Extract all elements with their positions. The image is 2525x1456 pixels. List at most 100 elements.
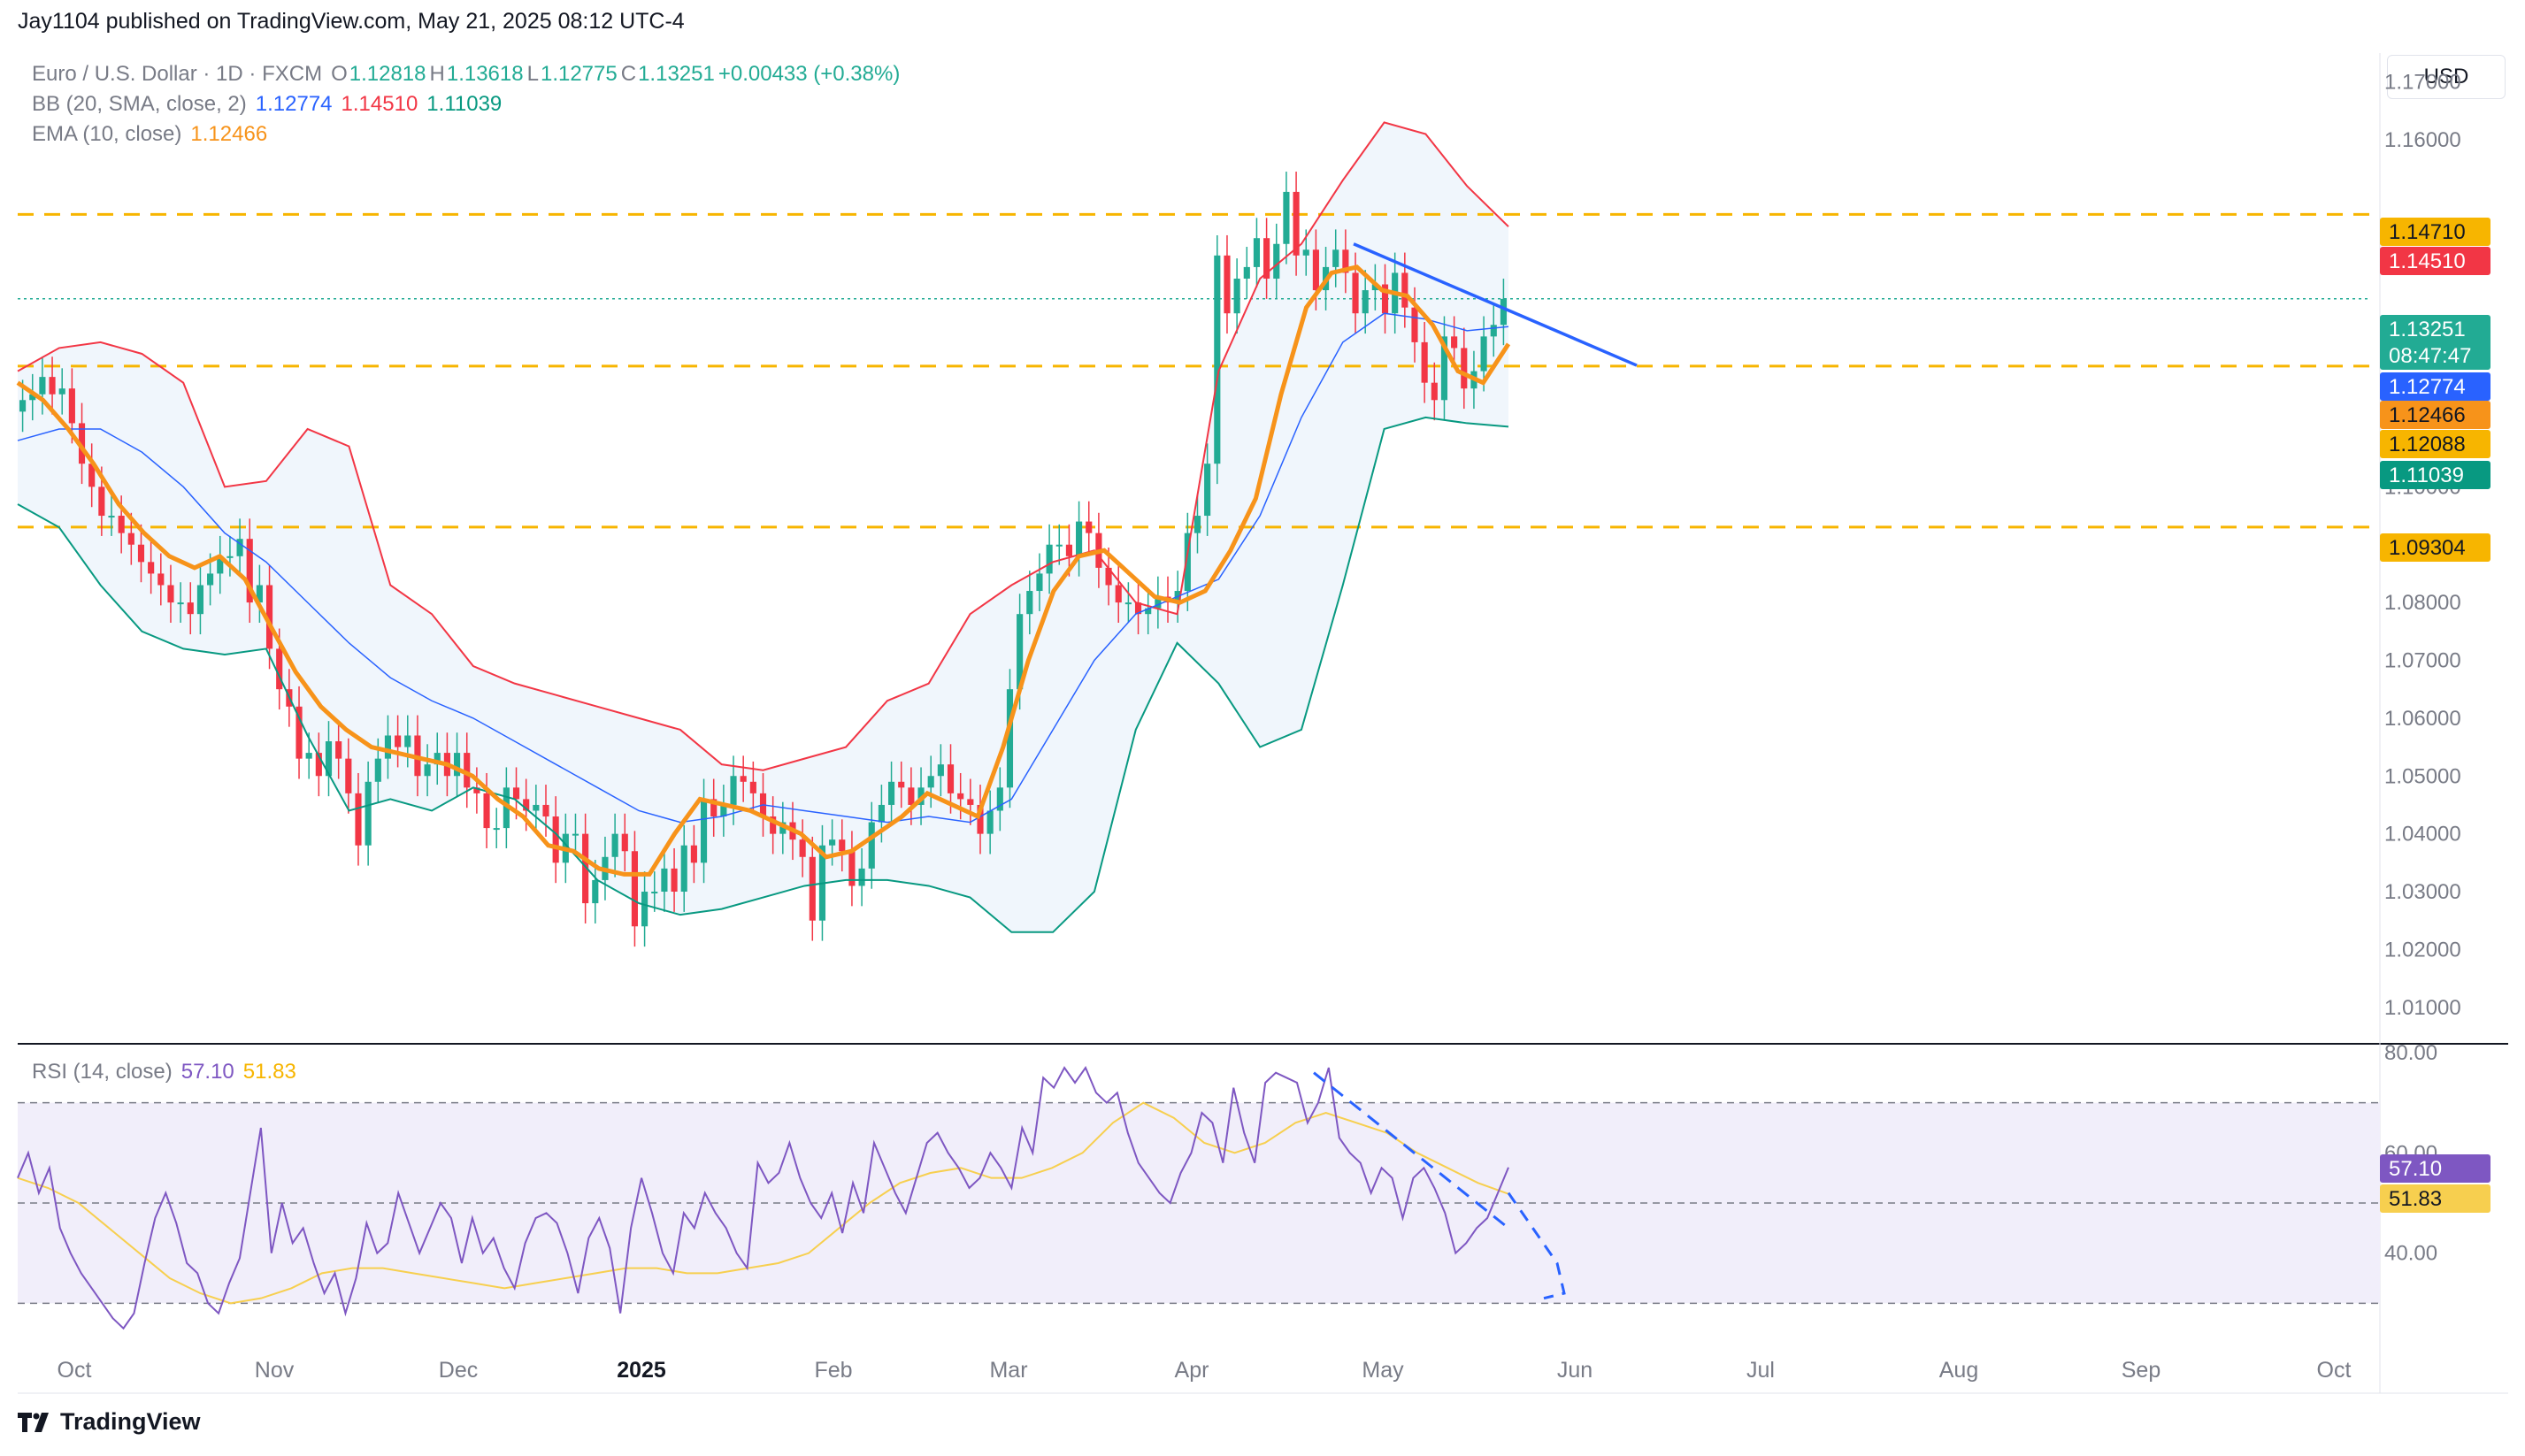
candle-body [246, 539, 253, 603]
legend-l-label: L [526, 62, 539, 86]
candle-body [355, 793, 362, 846]
time-tick-label: Dec [439, 1358, 478, 1383]
tradingview-logo[interactable]: TradingView [18, 1408, 201, 1436]
time-tick-label: Nov [255, 1358, 295, 1383]
legend-bb-label: BB (20, SMA, close, 2) [32, 92, 247, 116]
candle-body [464, 753, 471, 788]
candle-body [977, 804, 984, 834]
time-tick-label: Jul [1746, 1358, 1775, 1383]
time-tick-label: Apr [1175, 1358, 1209, 1383]
candle-body [512, 787, 520, 800]
badge-bb-upper-bg [2380, 247, 2490, 275]
publisher-line: Jay1104 published on TradingView.com, Ma… [18, 9, 685, 34]
candle-body [829, 839, 836, 846]
time-tick-label: Feb [814, 1358, 852, 1383]
candle-body [809, 856, 816, 921]
badge-low-level-bg [2380, 533, 2490, 562]
candle-body [29, 394, 36, 401]
candle-body [1145, 608, 1152, 615]
candle-body [98, 487, 105, 517]
candle-body [196, 585, 204, 615]
time-tick-label: 2025 [617, 1358, 666, 1383]
candle-body [1017, 614, 1024, 690]
legend-ema: EMA (10, close) 1.12466 [32, 122, 276, 147]
legend-open: 1.12818 [349, 62, 426, 86]
badge-upper-level: 1.14710 [2389, 220, 2466, 244]
time-tick-label: Aug [1939, 1358, 1978, 1383]
candle-body [1115, 585, 1122, 603]
candle-body [720, 804, 727, 817]
legend-bb-upper: 1.14510 [341, 92, 418, 116]
candle-body [1204, 464, 1211, 517]
time-tick-label: Sep [2122, 1358, 2160, 1383]
price-tick-label: 1.07000 [2384, 648, 2461, 672]
candle-body [1124, 602, 1132, 605]
candle-body [88, 464, 96, 487]
candle-body [1036, 573, 1043, 592]
candle-body [887, 781, 895, 805]
time-tick-label: Mar [989, 1358, 1027, 1383]
candle-body [947, 764, 955, 793]
time-tick-label: May [1362, 1358, 1404, 1383]
candle-body [848, 851, 856, 886]
rsi-trend-line [1313, 1071, 1509, 1230]
candle-body [1352, 272, 1359, 314]
candle-body [374, 758, 381, 782]
price-tick-label: 1.16000 [2384, 128, 2461, 152]
candle-body [207, 573, 214, 586]
candle-body [740, 776, 747, 782]
legend-rsi-ma-value: 51.83 [242, 1060, 296, 1084]
legend-bb: BB (20, SMA, close, 2) 1.12774 1.14510 1.11… [32, 92, 510, 117]
candle-body [868, 822, 875, 869]
candle-body [236, 539, 243, 556]
rsi-projection-line [1507, 1192, 1566, 1300]
candle-body [690, 845, 697, 863]
candle-body [49, 377, 56, 395]
trend-line [1353, 242, 1638, 367]
candle-body [325, 741, 333, 777]
badge-ema-bg [2380, 401, 2490, 429]
candle-body [454, 753, 461, 777]
candle-body [1401, 272, 1408, 308]
tradingview-logo-text: TradingView [60, 1408, 201, 1435]
legend-bb-lower: 1.11039 [426, 92, 503, 116]
candle-body [1480, 336, 1487, 372]
price-tick-label: 1.01000 [2384, 996, 2461, 1020]
legend-change: +0.00433 (+0.38%) [718, 62, 901, 86]
candle-body [1371, 284, 1378, 291]
legend-h-label: H [429, 62, 445, 86]
candle-body [365, 781, 372, 846]
candle-body [1253, 238, 1261, 267]
candle-body [384, 735, 392, 759]
candle-body [710, 799, 718, 817]
candle-body [1440, 336, 1448, 401]
candle-body [276, 648, 283, 690]
candle-body [1134, 602, 1142, 615]
currency-button[interactable]: USD [2387, 55, 2506, 99]
time-tick-label: Oct [58, 1358, 92, 1383]
candle-body [345, 758, 352, 793]
candle-body [58, 388, 65, 395]
candle-body [78, 423, 86, 464]
candle-body [335, 741, 342, 759]
candle-body [858, 868, 865, 886]
price-tick-label: 1.05000 [2384, 764, 2461, 788]
price-tick-label: 1.04000 [2384, 823, 2461, 847]
badge-rsi-ma: 51.83 [2389, 1187, 2442, 1211]
candle-body [137, 544, 145, 563]
candle-body [749, 781, 756, 793]
ema-line [16, 264, 1511, 877]
candle-body [1233, 278, 1240, 314]
candle-body [1243, 266, 1250, 279]
candle-body [1421, 341, 1428, 383]
candle-body [503, 787, 510, 829]
candle-body [118, 516, 125, 533]
candle-body [167, 585, 174, 603]
legend-ema-value: 1.12466 [190, 122, 268, 146]
legend-o-label: O [331, 62, 348, 86]
legend-rsi-label: RSI (14, close) [32, 1060, 173, 1084]
candle-body [996, 787, 1003, 811]
candle-body [1490, 325, 1497, 337]
badge-rsi-ma-bg [2380, 1184, 2490, 1213]
